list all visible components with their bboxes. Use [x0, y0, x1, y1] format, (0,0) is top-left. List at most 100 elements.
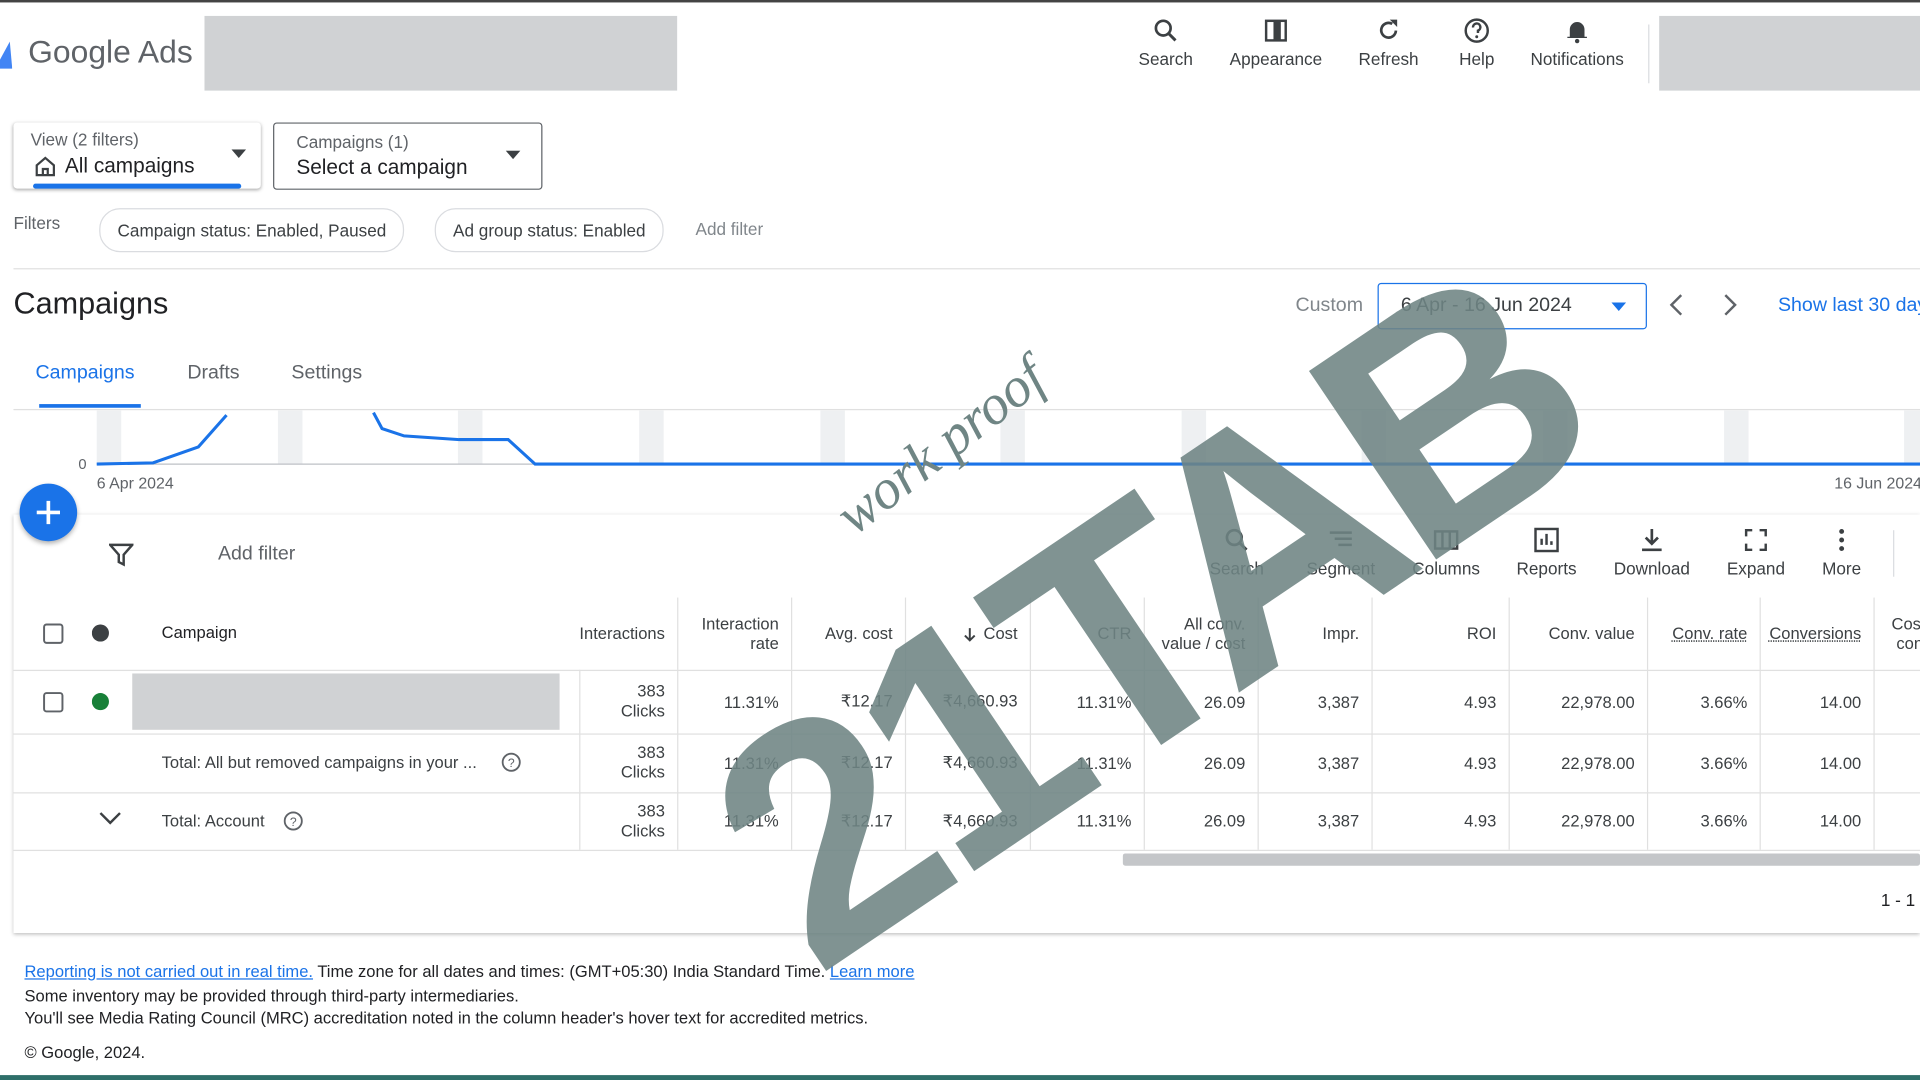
- icon: [1744, 528, 1767, 552]
- filter-chip[interactable]: Ad group status: Enabled: [434, 208, 664, 253]
- column-header[interactable]: Cost: [906, 597, 1032, 670]
- column-header[interactable]: All conv. value / cost: [1145, 597, 1259, 670]
- icon: [1225, 528, 1248, 551]
- metric-cell: 26.09: [1145, 669, 1259, 734]
- date-picker[interactable]: 6 Apr - 16 Jun 2024: [1377, 282, 1647, 330]
- footer-text: Time zone for all dates and times: (GMT+…: [317, 962, 826, 981]
- header-text: Conv. rate: [1672, 623, 1748, 643]
- caret: [1611, 302, 1627, 312]
- metric-cell: 3,387: [1259, 792, 1373, 850]
- toolbar-button[interactable]: Refresh: [1333, 17, 1443, 69]
- header-text: Cost / conv.: [1891, 614, 1920, 653]
- filter-chip[interactable]: Campaign status: Enabled, Paused: [99, 208, 405, 253]
- table-row: Total: Account? 383 Clicks 11.31% ₹12.17 ₹4,6…: [13, 792, 1920, 852]
- campaign-selector[interactable]: Campaigns (1) Select a campaign: [273, 122, 543, 190]
- header-text: CTR: [1097, 623, 1132, 643]
- icon: [1433, 530, 1459, 550]
- header-text: Cost: [983, 623, 1018, 643]
- date-nav[interactable]: [1665, 293, 1746, 317]
- interactions-unit: Clicks: [620, 821, 665, 840]
- view-label: View (2 filters): [30, 129, 139, 150]
- add-filter[interactable]: Add filter: [695, 219, 764, 239]
- column-header[interactable]: Conversions: [1761, 597, 1875, 670]
- toolbar-button[interactable]: More: [1787, 527, 1897, 578]
- icon: [1329, 531, 1352, 547]
- help-icon[interactable]: ?: [501, 752, 522, 773]
- home-icon: [35, 156, 55, 177]
- header-text: All conv. value / cost: [1161, 614, 1246, 653]
- toolbar-button[interactable]: Notifications: [1522, 17, 1632, 69]
- icon: [1154, 19, 1177, 42]
- metric-cell: ₹12.17: [792, 792, 907, 850]
- page-title: Campaigns: [13, 286, 169, 321]
- checkbox[interactable]: [43, 623, 64, 644]
- show-last[interactable]: Show last 30 days: [1777, 295, 1920, 316]
- metric-cell: 3.66%: [1648, 792, 1761, 850]
- column-header[interactable]: Avg. cost: [792, 597, 907, 670]
- expand-toggle[interactable]: [98, 809, 122, 826]
- table-add-filter[interactable]: Add filter: [217, 543, 296, 565]
- toolbar-label: Segment: [1306, 558, 1376, 578]
- table-row: 383 Clicks 11.31% ₹12.17 ₹4,660.93 11.31% 26.0…: [13, 669, 1920, 735]
- header-text: Avg. cost: [824, 623, 893, 643]
- icon: [1839, 528, 1845, 552]
- interactions-cell: 383 Clicks: [579, 792, 679, 850]
- toolbar-button[interactable]: Appearance: [1221, 17, 1331, 69]
- metric-cell: 22,978.00: [1510, 792, 1649, 850]
- top-border: [0, 0, 1920, 3]
- metric-cell: 4.93: [1373, 792, 1510, 850]
- metric-cell: 11.31%: [678, 733, 793, 793]
- toolbar-button[interactable]: Help: [1422, 17, 1532, 69]
- toolbar-label: Reports: [1516, 558, 1577, 578]
- toolbar-label: Help: [1459, 48, 1495, 69]
- column-header: Campaign: [161, 623, 237, 642]
- interactions-cell: 383 Clicks: [579, 733, 679, 793]
- column-header[interactable]: Interaction rate: [678, 597, 793, 670]
- redacted-campaign: [132, 673, 560, 730]
- metric-cell: 22,978.00: [1510, 669, 1649, 734]
- tab[interactable]: Drafts: [187, 362, 240, 384]
- icon: [1464, 18, 1489, 43]
- footer-link[interactable]: Reporting is not carried out in real tim…: [24, 962, 314, 981]
- toolbar-label: More: [1822, 558, 1862, 578]
- metric-cell: 4.93: [1373, 733, 1510, 793]
- toolbar-button[interactable]: Search: [1182, 527, 1292, 578]
- toolbar-button[interactable]: Segment: [1286, 527, 1396, 578]
- column-header[interactable]: Impr.: [1259, 597, 1373, 670]
- help-icon[interactable]: ?: [283, 810, 304, 831]
- toolbar-button[interactable]: Download: [1597, 527, 1707, 578]
- interactions-value: 383: [637, 801, 665, 820]
- column-header[interactable]: Conv. rate: [1648, 597, 1761, 670]
- tab[interactable]: Settings: [291, 362, 363, 384]
- toolbar-label: Refresh: [1358, 48, 1419, 69]
- view-selector[interactable]: View (2 filters) All campaigns: [13, 122, 260, 189]
- toolbar-button[interactable]: Columns: [1391, 527, 1501, 578]
- toolbar-label: Download: [1613, 558, 1690, 578]
- column-header[interactable]: CTR: [1031, 597, 1145, 670]
- tab[interactable]: Campaigns: [35, 362, 135, 384]
- toolbar-label: Search: [1209, 558, 1264, 578]
- column-header[interactable]: Cost / conv.: [1875, 598, 1920, 670]
- tab-indicator: [39, 404, 141, 408]
- checkbox[interactable]: [43, 692, 64, 713]
- column-header[interactable]: Conv. value: [1510, 597, 1649, 670]
- column-header[interactable]: ROI: [1373, 597, 1510, 670]
- metric-cell: 3,387: [1259, 669, 1373, 734]
- row-label: Total: All but removed campaigns in your…: [161, 753, 477, 772]
- toolbar-button[interactable]: Search: [1111, 17, 1221, 69]
- date-range: 6 Apr - 16 Jun 2024: [1400, 295, 1572, 316]
- caret: [505, 150, 521, 160]
- toolbar-label: Search: [1138, 48, 1193, 69]
- underline: [33, 183, 242, 189]
- divider: [1648, 24, 1650, 84]
- view-value: All campaigns: [64, 154, 195, 178]
- toolbar-button[interactable]: Reports: [1491, 527, 1601, 578]
- header-text: Conv. value: [1548, 623, 1635, 643]
- metric-cell: 11.31%: [678, 792, 793, 850]
- status-enabled: [91, 693, 109, 711]
- footer-link[interactable]: Learn more: [829, 962, 915, 981]
- metric-cell: 3.66%: [1648, 733, 1761, 793]
- column-header[interactable]: Interactions: [579, 597, 679, 670]
- toolbar-button[interactable]: Expand: [1701, 527, 1811, 578]
- create-button[interactable]: [19, 483, 78, 542]
